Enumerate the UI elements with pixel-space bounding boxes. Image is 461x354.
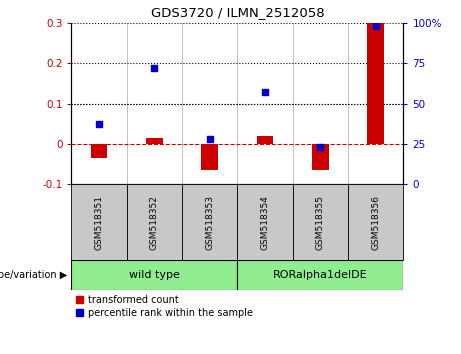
Text: GSM518354: GSM518354 xyxy=(260,195,270,250)
Bar xyxy=(312,144,329,170)
Bar xyxy=(201,144,218,170)
Point xyxy=(95,122,103,127)
Bar xyxy=(91,144,107,158)
FancyBboxPatch shape xyxy=(237,184,293,260)
Title: GDS3720 / ILMN_2512058: GDS3720 / ILMN_2512058 xyxy=(151,6,324,19)
Point xyxy=(261,90,269,95)
Text: genotype/variation ▶: genotype/variation ▶ xyxy=(0,270,67,280)
Text: GSM518352: GSM518352 xyxy=(150,195,159,250)
FancyBboxPatch shape xyxy=(127,184,182,260)
Point xyxy=(206,136,213,142)
FancyBboxPatch shape xyxy=(293,184,348,260)
FancyBboxPatch shape xyxy=(237,260,403,290)
Text: RORalpha1delDE: RORalpha1delDE xyxy=(273,270,368,280)
Text: GSM518355: GSM518355 xyxy=(316,195,325,250)
Legend: transformed count, percentile rank within the sample: transformed count, percentile rank withi… xyxy=(77,295,253,318)
Bar xyxy=(146,138,163,144)
FancyBboxPatch shape xyxy=(348,184,403,260)
Text: GSM518351: GSM518351 xyxy=(95,195,104,250)
Bar xyxy=(367,23,384,144)
Text: GSM518353: GSM518353 xyxy=(205,195,214,250)
Text: wild type: wild type xyxy=(129,270,180,280)
FancyBboxPatch shape xyxy=(71,184,127,260)
FancyBboxPatch shape xyxy=(182,184,237,260)
FancyBboxPatch shape xyxy=(71,260,237,290)
Text: GSM518356: GSM518356 xyxy=(371,195,380,250)
Bar xyxy=(257,136,273,144)
Point xyxy=(317,144,324,150)
Point xyxy=(151,65,158,71)
Point xyxy=(372,23,379,29)
